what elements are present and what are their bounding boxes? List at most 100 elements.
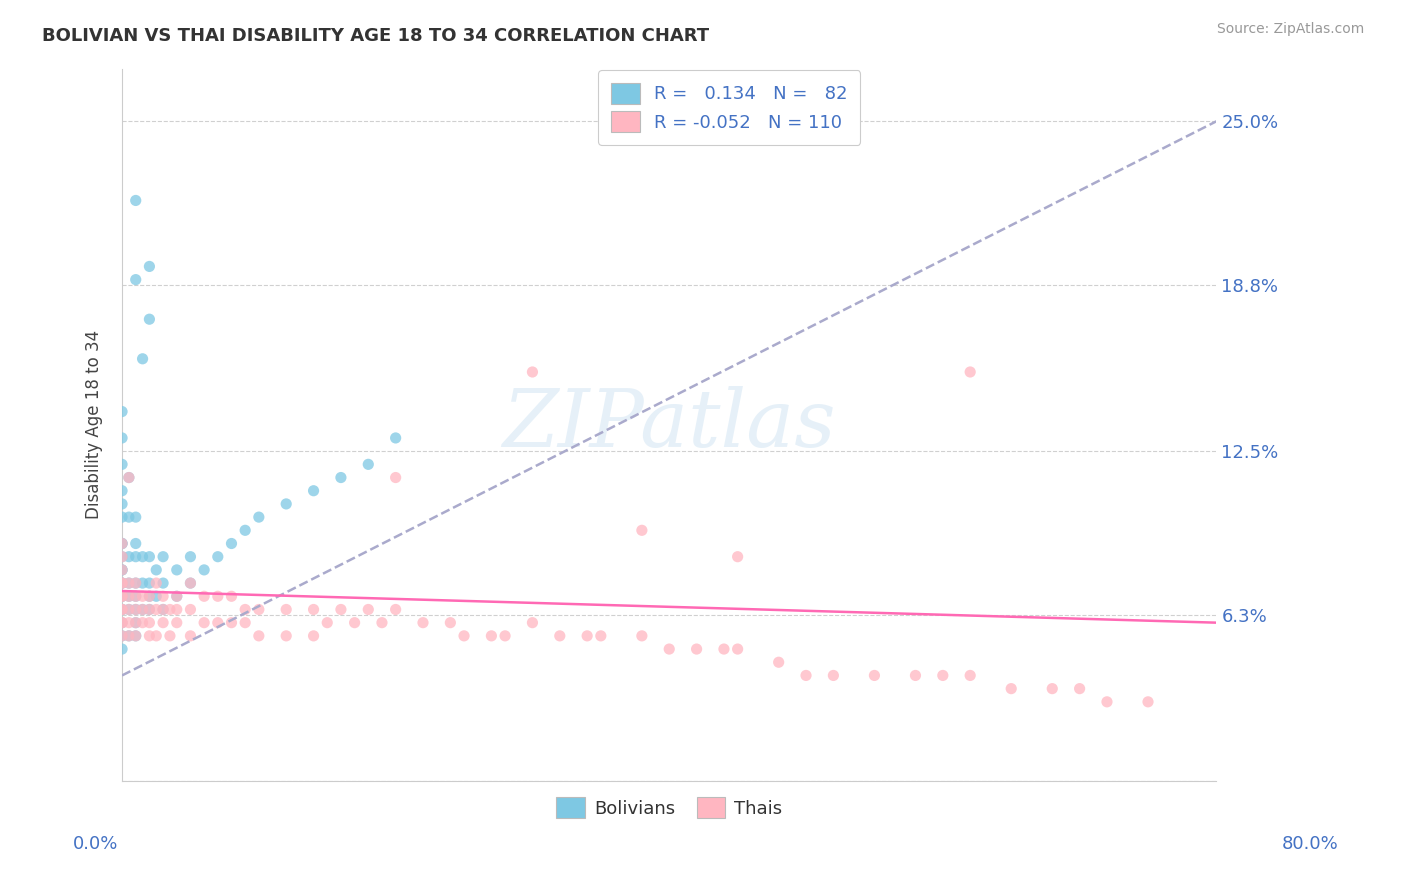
Point [111, 563, 134, 577]
Point [548, 629, 571, 643]
Point [179, 549, 201, 564]
Point [111, 589, 134, 603]
Point [631, 524, 654, 538]
Point [166, 615, 188, 630]
Point [145, 576, 167, 591]
Point [118, 629, 141, 643]
Point [494, 629, 516, 643]
Point [371, 615, 394, 630]
Point [159, 629, 181, 643]
Point [131, 576, 153, 591]
Point [111, 483, 134, 498]
Point [118, 510, 141, 524]
Point [111, 629, 134, 643]
Point [247, 510, 270, 524]
Point [111, 615, 134, 630]
Text: ZIPatlas: ZIPatlas [502, 386, 837, 464]
Point [138, 576, 160, 591]
Point [111, 589, 134, 603]
Point [152, 576, 174, 591]
Point [727, 642, 749, 657]
Point [111, 576, 134, 591]
Point [233, 615, 256, 630]
Point [111, 615, 134, 630]
Point [166, 589, 188, 603]
Point [152, 602, 174, 616]
Point [111, 536, 134, 550]
Point [1095, 695, 1118, 709]
Point [111, 589, 134, 603]
Point [233, 524, 256, 538]
Point [522, 615, 544, 630]
Point [316, 615, 339, 630]
Point [221, 615, 243, 630]
Point [522, 365, 544, 379]
Point [138, 589, 160, 603]
Point [357, 458, 380, 472]
Text: Source: ZipAtlas.com: Source: ZipAtlas.com [1216, 22, 1364, 37]
Point [138, 615, 160, 630]
Point [179, 576, 201, 591]
Point [111, 576, 134, 591]
Point [118, 470, 141, 484]
Point [118, 629, 141, 643]
Point [118, 470, 141, 484]
Text: 0.0%: 0.0% [73, 835, 118, 853]
Point [329, 602, 352, 616]
Point [247, 602, 270, 616]
Point [159, 602, 181, 616]
Point [179, 629, 201, 643]
Point [152, 615, 174, 630]
Point [138, 589, 160, 603]
Point [111, 549, 134, 564]
Point [111, 602, 134, 616]
Point [111, 458, 134, 472]
Point [631, 629, 654, 643]
Point [111, 563, 134, 577]
Point [111, 642, 134, 657]
Point [932, 668, 955, 682]
Point [118, 615, 141, 630]
Point [1000, 681, 1022, 696]
Point [111, 431, 134, 445]
Point [193, 589, 215, 603]
Point [111, 536, 134, 550]
Point [125, 536, 148, 550]
Y-axis label: Disability Age 18 to 34: Disability Age 18 to 34 [86, 330, 103, 519]
Point [221, 536, 243, 550]
Text: BOLIVIAN VS THAI DISABILITY AGE 18 TO 34 CORRELATION CHART: BOLIVIAN VS THAI DISABILITY AGE 18 TO 34… [42, 27, 709, 45]
Point [1040, 681, 1063, 696]
Point [959, 668, 981, 682]
Point [131, 602, 153, 616]
Point [207, 589, 229, 603]
Point [125, 629, 148, 643]
Point [276, 602, 298, 616]
Point [166, 563, 188, 577]
Point [138, 549, 160, 564]
Point [118, 589, 141, 603]
Point [125, 576, 148, 591]
Point [111, 510, 134, 524]
Point [118, 549, 141, 564]
Point [138, 602, 160, 616]
Point [138, 312, 160, 326]
Point [111, 563, 134, 577]
Point [111, 602, 134, 616]
Point [118, 589, 141, 603]
Point [384, 470, 406, 484]
Point [145, 563, 167, 577]
Point [576, 629, 599, 643]
Point [125, 602, 148, 616]
Point [152, 602, 174, 616]
Point [302, 483, 325, 498]
Point [412, 615, 434, 630]
Point [152, 589, 174, 603]
Point [439, 615, 461, 630]
Point [111, 602, 134, 616]
Point [125, 629, 148, 643]
Point [221, 589, 243, 603]
Point [118, 576, 141, 591]
Point [179, 576, 201, 591]
Point [329, 470, 352, 484]
Point [453, 629, 475, 643]
